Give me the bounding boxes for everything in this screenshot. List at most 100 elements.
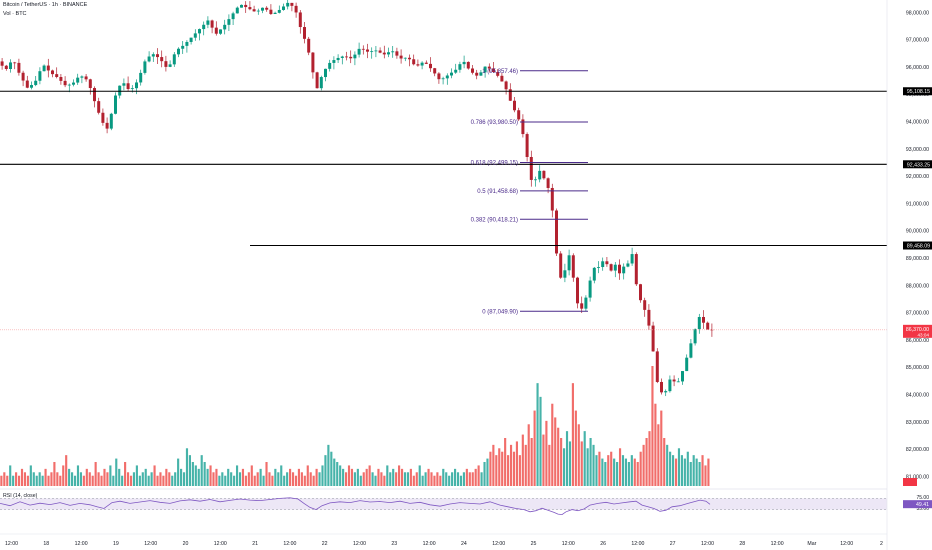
volume-bar: [562, 448, 566, 486]
rsi-line: [0, 497, 711, 516]
time-tick-label: 12:00: [492, 541, 505, 547]
volume-bar: [230, 472, 233, 486]
volume-bar: [362, 472, 365, 486]
candle-body: [72, 82, 75, 85]
price-tick-label: 90,000.00: [906, 229, 929, 235]
candle-body: [689, 343, 693, 358]
candle-body: [282, 6, 285, 10]
candle-body: [450, 72, 453, 76]
time-tick-label: 12:00: [144, 541, 157, 547]
volume-bar: [177, 458, 180, 486]
candle-body: [219, 29, 222, 34]
candle-body: [513, 100, 516, 111]
candle-body: [156, 54, 159, 58]
volume-bar: [91, 475, 94, 486]
volume-bar: [489, 451, 492, 486]
candle-body: [479, 72, 483, 76]
volume-bars: [0, 366, 710, 486]
volume-bar: [212, 472, 215, 486]
volume-bar: [330, 451, 333, 486]
volume-bar: [509, 444, 513, 486]
candle-body: [525, 134, 529, 157]
level-price-tag: [903, 160, 932, 169]
time-tick-label: 12:00: [423, 541, 436, 547]
volume-bar: [400, 468, 404, 486]
volume-bar: [365, 468, 368, 486]
time-tick-label: 19: [113, 541, 119, 547]
candle-body: [168, 64, 172, 67]
time-tick-label: 18: [43, 541, 49, 547]
volume-bar: [20, 468, 24, 486]
volume-bar: [507, 455, 510, 486]
volume-bar: [680, 455, 683, 486]
volume-bar: [235, 465, 239, 486]
candle-body: [349, 56, 353, 59]
volume-bar: [227, 468, 230, 486]
chart-symbol-title[interactable]: Bitcoin / TetherUS · 1h · BINANCE: [3, 2, 88, 8]
volume-bar: [218, 475, 221, 486]
horizontal-levels[interactable]: [0, 90, 887, 331]
time-tick-label: 22: [322, 541, 328, 547]
candle-body: [492, 68, 495, 73]
volume-bar: [707, 458, 710, 486]
rsi-value-tag: [903, 500, 932, 509]
volume-bar: [645, 438, 648, 486]
candle-body: [538, 170, 542, 180]
volume-bar: [527, 424, 530, 486]
volume-bar: [601, 458, 604, 486]
candle-body: [685, 357, 689, 372]
volume-bar: [568, 441, 572, 486]
rsi-band: [0, 498, 887, 510]
volume-bar: [277, 472, 280, 486]
volume-bar: [324, 455, 327, 486]
volume-bar: [492, 444, 495, 486]
level-price-label: 92,433.25: [907, 162, 930, 168]
fib-retracement[interactable]: 1 (95,857.46) 0.786 (93,980.50) 0.618 (92,…: [471, 69, 588, 315]
candle-body: [319, 77, 323, 89]
time-tick-label: 28: [739, 541, 745, 547]
volume-bar: [430, 472, 433, 486]
volume-bar: [610, 451, 613, 486]
time-tick-label: 12:00: [283, 541, 296, 547]
volume-bar: [686, 451, 689, 486]
time-tick-label: 26: [600, 541, 606, 547]
volume-bar: [129, 475, 133, 486]
candle-body: [454, 69, 458, 73]
candle-body: [265, 7, 269, 10]
candle-body: [613, 264, 617, 271]
candle-body: [626, 263, 630, 267]
volume-bar: [71, 472, 74, 486]
volume-bar: [182, 472, 186, 486]
volume-bar: [392, 468, 395, 486]
candle-body: [273, 12, 277, 14]
candle-body: [172, 54, 176, 65]
volume-bar: [0, 475, 3, 486]
candle-body: [361, 48, 365, 50]
volume-tag: [903, 478, 917, 486]
candle-body: [0, 61, 4, 66]
volume-bar: [50, 472, 53, 486]
fib-level-label: 0.382 (90,418.21): [471, 217, 518, 223]
volume-bar: [512, 451, 516, 486]
volume-bar: [112, 475, 115, 486]
candle-body: [206, 20, 210, 25]
candle-body: [634, 254, 638, 285]
candle-body: [135, 82, 138, 89]
volume-bar: [253, 475, 256, 486]
volume-bar: [215, 468, 218, 486]
candle-body: [437, 73, 441, 80]
volume-bar: [672, 455, 675, 486]
rsi-tick-label: 35.00: [916, 506, 929, 512]
candle-body: [601, 261, 605, 268]
rsi-value-label: 49.41: [916, 502, 929, 508]
volume-bar: [147, 475, 150, 486]
volume-bar: [451, 472, 454, 486]
candle-body: [416, 64, 420, 66]
volume-bar: [477, 465, 480, 486]
time-tick-label: 12:00: [5, 541, 18, 547]
volume-bar: [88, 472, 91, 486]
volume-bar: [85, 468, 88, 486]
candle-body: [88, 79, 92, 89]
candle-body: [370, 51, 374, 53]
